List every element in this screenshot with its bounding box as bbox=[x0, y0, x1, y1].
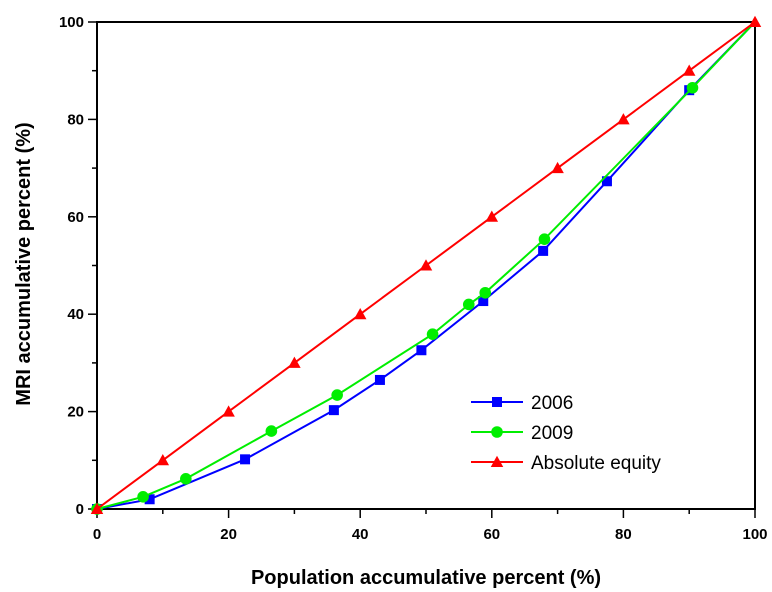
y-tick-label: 20 bbox=[67, 404, 84, 421]
legend-label: 2006 bbox=[531, 393, 573, 414]
y-axis-ticks: 0 20 40 60 80 100 bbox=[59, 14, 97, 518]
x-axis-ticks: 0 20 40 60 80 100 bbox=[93, 509, 768, 543]
data-point-absolute-equity bbox=[748, 15, 762, 27]
y-tick-label: 0 bbox=[76, 501, 84, 518]
data-point-2009 bbox=[137, 491, 149, 503]
data-point-2009 bbox=[462, 298, 475, 311]
legend-marker-2009 bbox=[491, 426, 503, 438]
y-tick-label: 60 bbox=[67, 209, 84, 226]
y-axis-title: MRI accumulative percent (%) bbox=[13, 122, 35, 405]
x-tick-label: 80 bbox=[615, 526, 632, 543]
legend-label: Absolute equity bbox=[531, 453, 661, 474]
x-tick-label: 60 bbox=[483, 526, 500, 543]
data-point-2009 bbox=[479, 286, 492, 299]
x-tick-label: 40 bbox=[352, 526, 369, 543]
series-absolute-equity bbox=[90, 15, 762, 514]
x-tick-label: 100 bbox=[742, 526, 767, 543]
y-tick-label: 80 bbox=[67, 111, 84, 128]
data-point-2009 bbox=[426, 328, 439, 340]
legend-marker-2006 bbox=[492, 397, 502, 407]
x-axis-title: Population accumulative percent (%) bbox=[251, 567, 601, 589]
legend-item-absolute-equity: Absolute equity bbox=[471, 453, 661, 474]
x-tick-label: 20 bbox=[220, 526, 237, 543]
data-point-2009 bbox=[331, 389, 343, 401]
data-point-2009 bbox=[686, 81, 699, 94]
data-point-absolute-equity bbox=[617, 113, 630, 125]
series-layer bbox=[90, 15, 762, 515]
data-point-2006 bbox=[374, 374, 385, 385]
data-point-2006 bbox=[416, 345, 427, 356]
x-tick-label: 0 bbox=[93, 526, 101, 543]
data-point-absolute-equity bbox=[551, 161, 564, 174]
legend-item-2006: 2006 bbox=[471, 393, 573, 414]
legend-item-2009: 2009 bbox=[471, 423, 573, 444]
data-point-2009 bbox=[538, 233, 551, 246]
legend-marker-absolute-equity bbox=[490, 455, 504, 467]
data-point-absolute-equity bbox=[353, 307, 367, 320]
data-point-absolute-equity bbox=[288, 356, 301, 368]
data-point-2006 bbox=[144, 494, 155, 505]
data-point-absolute-equity bbox=[419, 259, 433, 271]
data-point-2006 bbox=[328, 405, 339, 416]
y-tick-label: 100 bbox=[59, 14, 84, 31]
data-point-absolute-equity bbox=[222, 405, 235, 417]
data-point-absolute-equity bbox=[485, 210, 499, 222]
y-tick-label: 40 bbox=[67, 306, 84, 323]
legend: 2006 2009 Absolute equity bbox=[471, 393, 661, 474]
data-point-absolute-equity bbox=[156, 454, 170, 466]
data-point-2009 bbox=[180, 473, 192, 485]
data-point-2006 bbox=[601, 176, 612, 187]
data-point-2006 bbox=[538, 245, 549, 256]
data-point-absolute-equity bbox=[682, 64, 696, 76]
data-point-2006 bbox=[240, 454, 251, 465]
data-point-2009 bbox=[265, 425, 278, 437]
data-point-absolute-equity bbox=[90, 502, 104, 514]
data-point-2006 bbox=[478, 296, 489, 307]
legend-label: 2009 bbox=[531, 423, 573, 444]
